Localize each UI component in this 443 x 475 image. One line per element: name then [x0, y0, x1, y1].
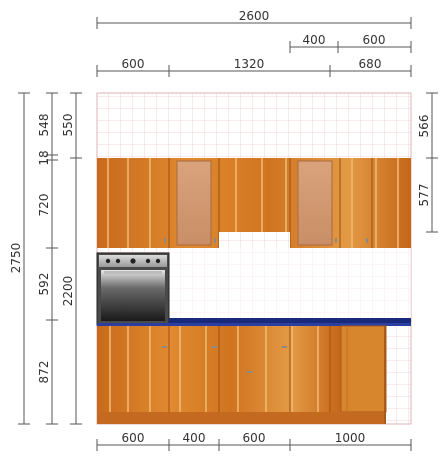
dim-overall-width: 2600	[96, 9, 412, 29]
dim-label-1320: 1320	[234, 57, 265, 71]
dim-label-872: 872	[37, 361, 51, 384]
dim-upper-cabinet-widths: 600 1320 680	[96, 57, 412, 77]
backsplash	[169, 248, 411, 320]
dim-vertical-segments: 548 18 720 592 872	[37, 92, 58, 425]
dim-label-2200: 2200	[61, 276, 75, 307]
built-in-oven	[96, 252, 170, 326]
dim-base-cabinet-widths: 600 400 600 1000	[96, 431, 412, 451]
dim-label-600-row: 600	[122, 57, 145, 71]
hood-niche	[219, 232, 290, 248]
dim-total-height: 2750	[9, 92, 30, 425]
countertop	[169, 318, 411, 325]
dim-label-18: 18	[37, 150, 51, 165]
dim-label-600-bottom-a: 600	[122, 431, 145, 445]
dim-label-600-top: 600	[363, 33, 386, 47]
plinth	[97, 412, 386, 424]
dim-label-566: 566	[417, 115, 431, 138]
dim-upper-right: 400 600	[289, 33, 412, 53]
dim-label-680: 680	[359, 57, 382, 71]
glass-door-right	[297, 160, 333, 246]
dim-label-548: 548	[37, 114, 51, 137]
dim-label-550: 550	[61, 114, 75, 137]
dim-label-2600: 2600	[239, 9, 270, 23]
base-cabinets	[97, 325, 387, 424]
dim-label-592: 592	[37, 273, 51, 296]
dim-label-400-bottom: 400	[183, 431, 206, 445]
dim-label-2750: 2750	[9, 243, 23, 274]
glass-door-left	[176, 160, 212, 246]
dim-label-1000: 1000	[335, 431, 366, 445]
dim-label-600-bottom-c: 600	[243, 431, 266, 445]
dim-inner-heights: 550 2200	[61, 92, 82, 425]
dim-label-720: 720	[37, 194, 51, 217]
dim-label-577: 577	[417, 184, 431, 207]
dim-label-400-top: 400	[303, 33, 326, 47]
dim-right-heights: 566 577	[417, 92, 438, 233]
end-cabinet	[340, 325, 387, 413]
